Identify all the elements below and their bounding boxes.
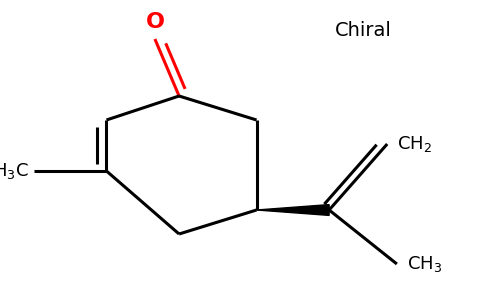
Polygon shape [257,205,329,215]
Text: CH$_3$: CH$_3$ [407,254,442,274]
Text: Chiral: Chiral [334,20,392,40]
Text: O: O [145,11,165,32]
Text: CH$_2$: CH$_2$ [397,134,432,154]
Text: H$_3$C: H$_3$C [0,161,29,181]
